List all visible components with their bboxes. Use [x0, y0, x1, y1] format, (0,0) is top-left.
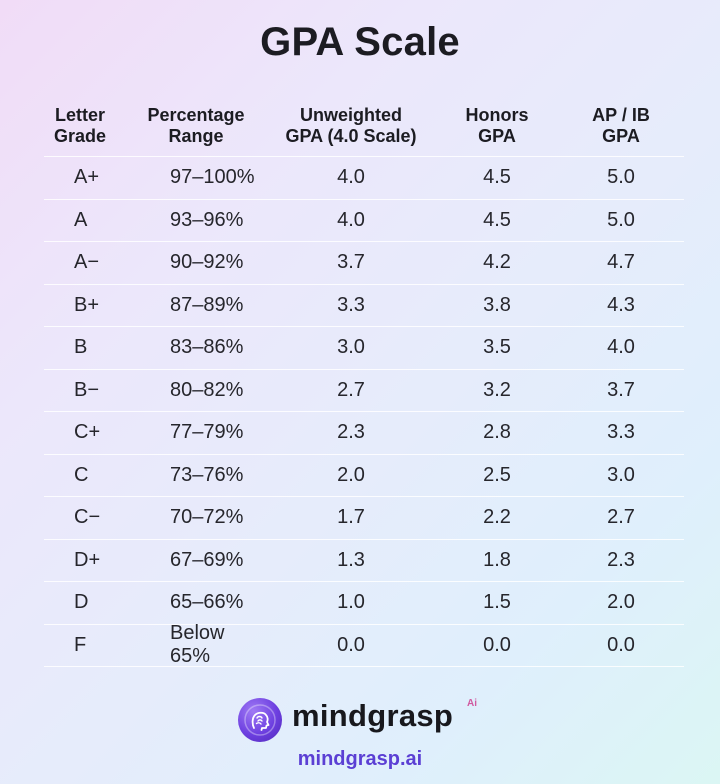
table-row: D+ 67–69% 1.3 1.8 2.3 [44, 540, 684, 582]
header-ap-ib-gpa: AP / IB GPA [592, 105, 650, 146]
cell-percentage-range: Below 65% [170, 622, 225, 668]
cell-percentage-range: 93–96% [170, 208, 244, 231]
cell-ap-ib-gpa: 3.0 [607, 463, 635, 486]
cell-letter-grade: C+ [74, 421, 101, 444]
cell-percentage-range: 65–66% [170, 591, 244, 614]
cell-ap-ib-gpa: 4.3 [607, 293, 635, 316]
table-row: D 65–66% 1.0 1.5 2.0 [44, 582, 684, 625]
cell-unweighted-gpa: 1.0 [337, 591, 365, 614]
table-row: A 93–96% 4.0 4.5 5.0 [44, 200, 684, 242]
cell-letter-grade: D [74, 591, 89, 614]
cell-honors-gpa: 4.2 [483, 251, 511, 274]
table-row: C− 70–72% 1.7 2.2 2.7 [44, 497, 684, 540]
cell-ap-ib-gpa: 2.7 [607, 506, 635, 529]
cell-ap-ib-gpa: 0.0 [607, 633, 635, 656]
cell-honors-gpa: 3.5 [483, 336, 511, 359]
cell-ap-ib-gpa: 2.3 [607, 548, 635, 571]
table-row: A− 90–92% 3.7 4.2 4.7 [44, 242, 684, 285]
cell-letter-grade: B [74, 336, 88, 359]
cell-ap-ib-gpa: 2.0 [607, 591, 635, 614]
cell-unweighted-gpa: 3.0 [337, 336, 365, 359]
cell-unweighted-gpa: 3.7 [337, 251, 365, 274]
table-row: A+ 97–100% 4.0 4.5 5.0 [44, 157, 684, 200]
cell-percentage-range: 90–92% [170, 251, 244, 274]
cell-honors-gpa: 3.2 [483, 378, 511, 401]
cell-letter-grade: A [74, 208, 88, 231]
cell-unweighted-gpa: 2.0 [337, 463, 365, 486]
gpa-table: Letter Grade Percentage Range Unweighted… [44, 96, 684, 667]
header-honors-gpa: Honors GPA [465, 105, 529, 146]
cell-ap-ib-gpa: 3.7 [607, 378, 635, 401]
brand-name: mindgrasp [292, 698, 454, 733]
cell-unweighted-gpa: 1.7 [337, 506, 365, 529]
brand-url: mindgrasp.ai [297, 748, 423, 770]
cell-unweighted-gpa: 2.3 [337, 421, 365, 444]
cell-honors-gpa: 4.5 [483, 208, 511, 231]
table-body: A+ 97–100% 4.0 4.5 5.0 A 93–96% 4.0 4.5 5.0 A− 90–9… [44, 157, 684, 667]
cell-ap-ib-gpa: 4.0 [607, 336, 635, 359]
cell-unweighted-gpa: 1.3 [337, 548, 365, 571]
cell-honors-gpa: 2.2 [483, 506, 511, 529]
header-unweighted-gpa: Unweighted GPA (4.0 Scale) [285, 105, 417, 146]
cell-ap-ib-gpa: 3.3 [607, 421, 635, 444]
cell-percentage-range: 67–69% [170, 548, 244, 571]
cell-letter-grade: C [74, 463, 89, 486]
cell-honors-gpa: 1.8 [483, 548, 511, 571]
cell-honors-gpa: 2.8 [483, 421, 511, 444]
table-row: B 83–86% 3.0 3.5 4.0 [44, 327, 684, 370]
cell-letter-grade: B+ [74, 293, 100, 316]
table-row: B− 80–82% 2.7 3.2 3.7 [44, 370, 684, 412]
cell-letter-grade: A+ [74, 166, 100, 189]
cell-percentage-range: 83–86% [170, 336, 244, 359]
cell-letter-grade: F [74, 633, 87, 656]
cell-unweighted-gpa: 0.0 [337, 633, 365, 656]
table-header: Letter Grade Percentage Range Unweighted… [44, 96, 684, 157]
cell-honors-gpa: 0.0 [483, 633, 511, 656]
cell-ap-ib-gpa: 5.0 [607, 208, 635, 231]
cell-percentage-range: 80–82% [170, 378, 244, 401]
cell-honors-gpa: 2.5 [483, 463, 511, 486]
brand-superscript: Ai [467, 698, 477, 709]
table-row: B+ 87–89% 3.3 3.8 4.3 [44, 285, 684, 327]
page-title: GPA Scale [260, 20, 460, 64]
cell-unweighted-gpa: 2.7 [337, 378, 365, 401]
table-row: C+ 77–79% 2.3 2.8 3.3 [44, 412, 684, 455]
cell-percentage-range: 70–72% [170, 506, 244, 529]
table-row: C 73–76% 2.0 2.5 3.0 [44, 455, 684, 497]
cell-ap-ib-gpa: 4.7 [607, 251, 635, 274]
cell-ap-ib-gpa: 5.0 [607, 166, 635, 189]
cell-letter-grade: A− [74, 251, 100, 274]
brain-head-icon [238, 698, 282, 742]
cell-percentage-range: 73–76% [170, 463, 244, 486]
header-percentage-range: Percentage Range [147, 105, 245, 146]
cell-percentage-range: 97–100% [170, 166, 255, 189]
cell-unweighted-gpa: 4.0 [337, 166, 365, 189]
brand-logo: mindgrasp Ai [0, 692, 720, 752]
cell-letter-grade: B− [74, 378, 100, 401]
cell-honors-gpa: 4.5 [483, 166, 511, 189]
header-letter-grade: Letter Grade [53, 105, 107, 146]
cell-percentage-range: 77–79% [170, 421, 244, 444]
cell-percentage-range: 87–89% [170, 293, 244, 316]
table-row: F Below 65% 0.0 0.0 0.0 [44, 622, 684, 668]
cell-unweighted-gpa: 4.0 [337, 208, 365, 231]
cell-unweighted-gpa: 3.3 [337, 293, 365, 316]
cell-letter-grade: D+ [74, 548, 101, 571]
cell-honors-gpa: 3.8 [483, 293, 511, 316]
cell-honors-gpa: 1.5 [483, 591, 511, 614]
cell-letter-grade: C− [74, 506, 101, 529]
